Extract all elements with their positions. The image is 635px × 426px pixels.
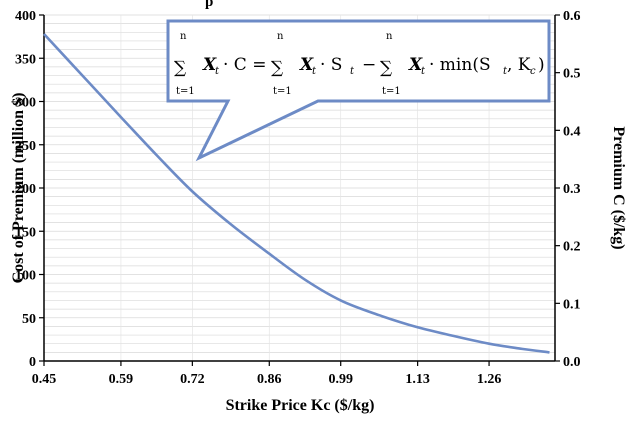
x-tick-label: 0.59 [109, 372, 134, 387]
sum-symbol-2: ∑ [271, 58, 283, 78]
term3-x: X [408, 55, 423, 75]
term1-rest: · C = [223, 55, 266, 75]
y-left-tick-label: 250 [15, 139, 36, 154]
y-right-tick-label: 0.5 [563, 67, 581, 82]
equation-callout: ∑ n t=1 X t · C = ∑ n t=1 X t · S t − ∑ … [166, 19, 551, 162]
y-left-tick-label: 50 [22, 312, 36, 327]
y-axis-right: 0.0 0.1 0.2 0.3 0.4 0.5 0.6 [555, 9, 581, 370]
sum-top-3: n [386, 31, 393, 42]
x-tick-label: 1.26 [477, 372, 502, 387]
y-left-tick-label: 100 [15, 269, 36, 284]
sum-bottom-2: t=1 [273, 86, 292, 97]
y-right-tick-label: 0.6 [563, 9, 581, 24]
series-line [43, 33, 550, 354]
term2-rest: · S [320, 55, 342, 75]
sum-bottom-3: t=1 [382, 86, 401, 97]
term3-sub-c: c [530, 66, 536, 77]
y-left-tick-label: 300 [15, 96, 36, 111]
term2-x: X [299, 55, 314, 75]
sum-bottom-1: t=1 [176, 86, 195, 97]
y-left-tick-label: 200 [15, 182, 36, 197]
term1-x: X [202, 55, 217, 75]
x-tick-label: 0.72 [180, 372, 205, 387]
x-tick-label: 0.45 [32, 372, 57, 387]
y-left-tick-label: 150 [15, 225, 36, 240]
minus-sign: − [362, 55, 376, 75]
y-right-tick-label: 0.1 [563, 297, 581, 312]
term3-min: · min(S [429, 55, 491, 75]
x-tick-label: 1.13 [405, 372, 430, 387]
y-right-tick-label: 0.0 [563, 355, 581, 370]
y-axis-right-title: Premium C ($/kg) [610, 126, 627, 249]
y-right-tick-label: 0.4 [563, 124, 581, 139]
sum-top-1: n [180, 31, 187, 42]
x-axis: 0.45 0.59 0.72 0.86 0.99 1.13 1.26 [32, 361, 502, 387]
term2-sub: t [312, 66, 317, 77]
x-tick-label: 0.99 [328, 372, 353, 387]
y-left-tick-label: 350 [15, 52, 36, 67]
sum-symbol-1: ∑ [174, 58, 186, 78]
callout-bubble [166, 19, 551, 162]
y-axis-left-title: Cost of Premium (million $) [10, 93, 27, 284]
x-tick-label: 0.86 [257, 372, 282, 387]
term3-close: ) [538, 55, 545, 75]
term2-sub-s: t [350, 66, 355, 77]
term3-k: , K [507, 55, 531, 75]
term3-sub-s: t [503, 66, 508, 77]
term1-sub: t [215, 66, 220, 77]
top-cropped-text: p [205, 0, 213, 10]
y-right-tick-label: 0.3 [563, 182, 581, 197]
term3-sub: t [421, 66, 426, 77]
y-left-tick-label: 0 [29, 355, 36, 370]
y-axis-left: 0 50 100 150 200 250 300 350 400 [15, 9, 44, 370]
y-left-tick-label: 400 [15, 9, 36, 24]
x-axis-title: Strike Price Kc ($/kg) [226, 397, 375, 414]
sum-top-2: n [277, 31, 284, 42]
sum-symbol-3: ∑ [380, 58, 392, 78]
y-right-tick-label: 0.2 [563, 240, 581, 255]
